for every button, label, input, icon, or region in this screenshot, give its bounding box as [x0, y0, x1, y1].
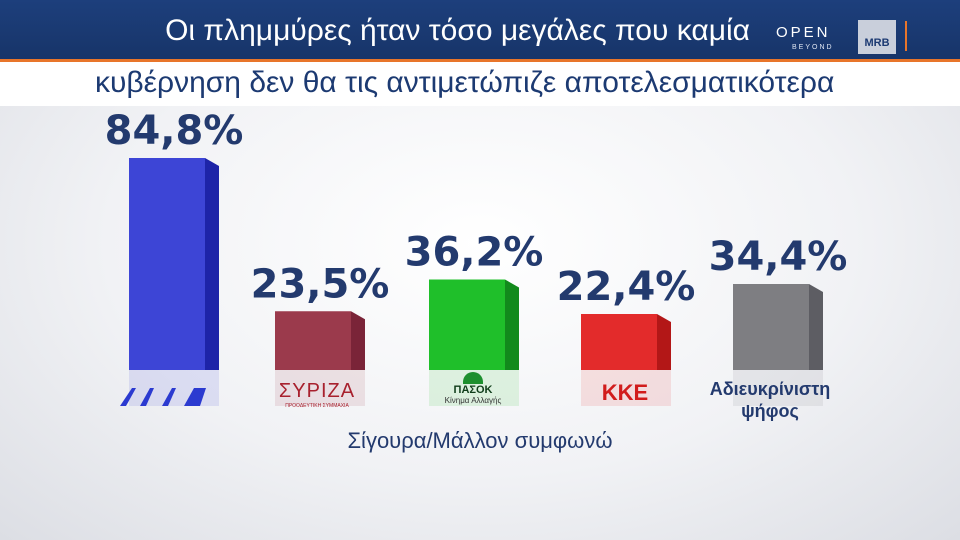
bar-side-3	[657, 314, 671, 370]
logo-divider	[905, 21, 907, 51]
mrb-logo: MRB	[858, 20, 896, 54]
bar-side-0	[205, 158, 219, 370]
syriza-logo: ΣΥΡΙΖΑ ΠΡΟΟΔΕΥΤΙΚΗ ΣΥΜΜΑΧΙΑ	[262, 380, 372, 409]
open-logo-subtext: BEYOND	[792, 44, 834, 51]
chart-footnote: Σίγουρα/Μάλλον συμφωνώ	[347, 428, 613, 453]
open-logo: OPEN BEYOND	[776, 24, 832, 51]
kke-logo-text: ΚΚΕ	[601, 380, 649, 405]
bar-0	[129, 158, 205, 370]
pasok-logo-text: ΠΑΣΟΚ	[453, 384, 493, 396]
pasok-logo: ΠΑΣΟΚ Κίνημα Αλλαγής	[428, 372, 518, 405]
header-banner: Οι πλημμύρες ήταν τόσο μεγάλες που καμία…	[0, 0, 960, 62]
value-label-4: 34,4%	[709, 234, 848, 280]
value-label-0: 84,8%	[105, 108, 244, 154]
undecided-label: Αδιευκρίνιστη ψήφος	[690, 378, 850, 422]
bar-side-1	[351, 311, 365, 370]
header-accent-line	[0, 59, 960, 62]
bar-reflection-1	[275, 370, 365, 406]
value-label-2: 36,2%	[405, 230, 544, 276]
pasok-sun-icon	[463, 372, 483, 384]
bar-reflection-4	[733, 370, 823, 406]
undecided-label-line-2: ψήφος	[741, 401, 799, 421]
undecided-label-line-1: Αδιευκρίνιστη	[709, 379, 831, 399]
bar-4	[733, 284, 809, 370]
title-line-2: κυβέρνηση δεν θα τις αντιμετώπιζε αποτελ…	[95, 66, 835, 99]
syriza-logo-subtext: ΠΡΟΟΔΕΥΤΙΚΗ ΣΥΜΜΑΧΙΑ	[285, 403, 349, 409]
title-line-1: Οι πλημμύρες ήταν τόσο μεγάλες που καμία	[165, 14, 750, 47]
nd-logo	[112, 382, 222, 413]
value-label-1: 23,5%	[251, 261, 390, 307]
bar-side-4	[809, 284, 823, 370]
pasok-logo-subtext: Κίνημα Αλλαγής	[444, 396, 502, 405]
bar-1	[275, 311, 351, 370]
bar-reflection-3	[581, 370, 671, 406]
syriza-logo-text: ΣΥΡΙΖΑ	[278, 380, 356, 402]
value-label-3: 22,4%	[557, 264, 696, 310]
bar-side-2	[505, 279, 519, 370]
nd-logo-mark	[120, 388, 206, 406]
bar-2	[429, 279, 505, 370]
open-logo-text: OPEN	[776, 24, 831, 41]
kke-logo: ΚΚΕ	[580, 380, 670, 406]
bar-3	[581, 314, 657, 370]
subtitle-band: κυβέρνηση δεν θα τις αντιμετώπιζε αποτελ…	[0, 62, 960, 106]
